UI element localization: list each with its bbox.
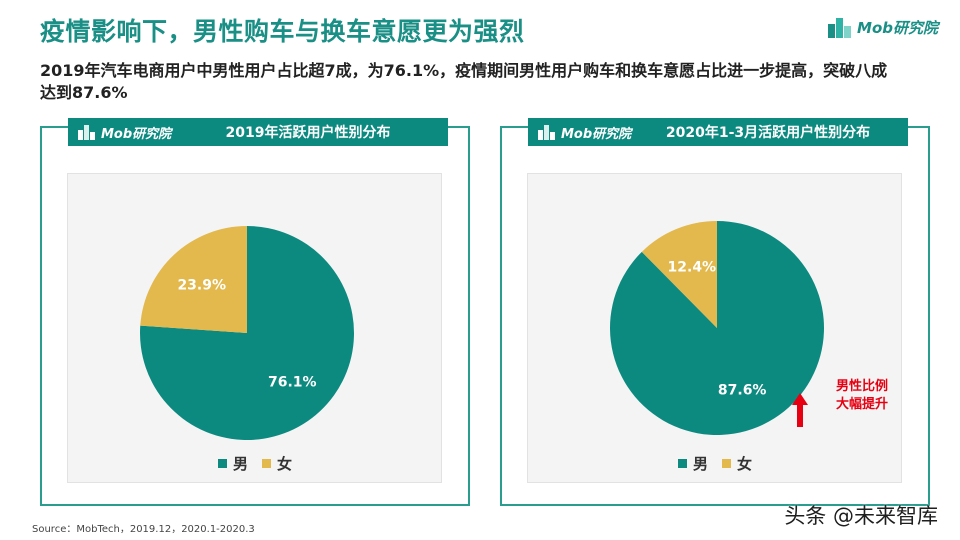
legend-label-male: 男	[692, 455, 708, 473]
legend-label-female: 女	[277, 455, 293, 473]
page-title: 疫情影响下，男性购车与换车意愿更为强烈	[40, 17, 525, 46]
brand-logo: Mob研究院	[827, 16, 938, 38]
callout-text: 男性比例 大幅提升	[832, 378, 892, 414]
legend-swatch-female	[722, 459, 731, 468]
panel-header: Mob研究院 2019年活跃用户性别分布	[68, 118, 448, 146]
data-label-male: 76.1%	[268, 375, 317, 391]
legend-item-female: 女	[262, 453, 292, 474]
pie-slice-female	[641, 221, 717, 328]
panel-logo: Mob研究院	[538, 123, 648, 142]
pie-chart-2019: 76.1% 23.9%	[140, 226, 354, 440]
chart-panel-2019: 76.1% 23.9% Mob研究院 2019年活跃用户性别分布 男 女	[40, 118, 470, 506]
panel-logo-text: Mob研究院	[561, 126, 632, 142]
legend-label-female: 女	[737, 455, 753, 473]
building-logo-icon	[828, 18, 852, 38]
legend-swatch-female	[262, 459, 271, 468]
source-note: Source：MobTech，2019.12，2020.1-2020.3	[32, 524, 255, 535]
data-label-female: 12.4%	[668, 260, 717, 276]
panel-header: Mob研究院 2020年1-3月活跃用户性别分布	[528, 118, 908, 146]
up-arrow-icon	[792, 393, 808, 427]
pie-slice-female	[140, 226, 247, 333]
legend-item-male: 男	[217, 453, 248, 474]
chart-panel-2020: 87.6% 12.4% Mob研究院 2020年1-3月活跃用户性别分布 男性比例…	[500, 118, 930, 506]
legend-item-female: 女	[722, 453, 752, 474]
building-logo-icon	[78, 125, 95, 140]
building-logo-icon	[538, 125, 555, 140]
panel-title: 2020年1-3月活跃用户性别分布	[665, 125, 871, 141]
legend-label-male: 男	[232, 455, 248, 473]
callout-line-2: 大幅提升	[835, 397, 888, 412]
legend-item-male: 男	[677, 453, 708, 474]
panel-logo: Mob研究院	[78, 123, 188, 142]
pie-chart-2020: 87.6% 12.4%	[610, 221, 824, 435]
legend-swatch-male	[217, 459, 227, 468]
watermark: 头条 @未来智库	[784, 504, 938, 528]
panel-logo-text: Mob研究院	[101, 126, 172, 142]
callout-line-1: 男性比例	[835, 379, 888, 394]
data-label-female: 23.9%	[177, 277, 226, 293]
legend-swatch-male	[677, 459, 687, 468]
panel-title: 2019年活跃用户性别分布	[225, 125, 391, 141]
page-subtitle: 2019年汽车电商用户中男性用户占比超7成，为76.1%，疫情期间男性用户购车和…	[40, 61, 888, 102]
chart-legend: 男 女	[502, 453, 928, 474]
chart-legend: 男 女	[42, 453, 468, 474]
data-label-male: 87.6%	[718, 382, 767, 398]
brand-name: Mob研究院	[857, 18, 938, 37]
